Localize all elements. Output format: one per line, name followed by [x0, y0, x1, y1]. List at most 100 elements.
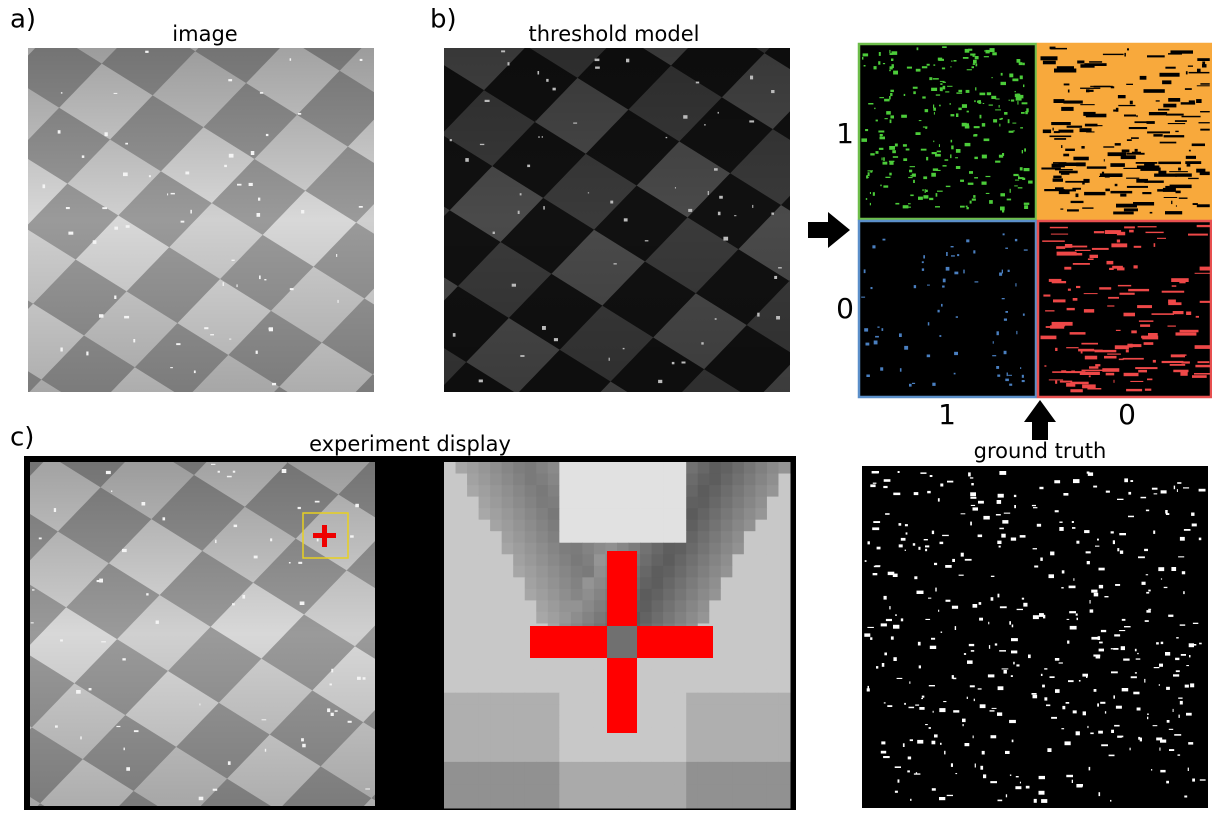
zoom-pixel [767, 543, 779, 555]
zoom-pixel [755, 577, 767, 589]
speck [1066, 702, 1070, 704]
zoom-pixel [721, 750, 733, 762]
zoom-pixel [559, 727, 571, 739]
speck [1180, 701, 1183, 705]
speck [1169, 171, 1188, 172]
zoom-pixel [536, 773, 548, 785]
zoom-pixel [652, 485, 664, 497]
zoom-pixel [640, 589, 652, 601]
speck [554, 338, 558, 341]
zoom-pixel [490, 531, 502, 543]
speck [978, 501, 984, 504]
zoom-pixel [698, 531, 710, 543]
speck [879, 52, 881, 56]
speck [1052, 371, 1075, 373]
speck [335, 710, 338, 712]
zoom-pixel [663, 577, 675, 589]
speck [927, 64, 930, 66]
zoom-pixel [663, 727, 675, 739]
zoom-pixel [548, 589, 560, 601]
zoom-pixel [582, 739, 594, 751]
zoom-pixel [479, 796, 491, 808]
speck [940, 83, 942, 85]
zoom-pixel [767, 554, 779, 566]
speck [1126, 178, 1139, 179]
zoom-pixel [444, 785, 456, 797]
speck [992, 708, 997, 709]
speck [1055, 381, 1057, 384]
speck [938, 498, 940, 501]
panel-title: experiment display [309, 432, 511, 456]
zoom-pixel [721, 623, 733, 635]
speck [1015, 786, 1021, 789]
zoom-pixel [767, 600, 779, 612]
ground-truth-image [862, 466, 1208, 808]
speck [1139, 320, 1154, 322]
zoom-pixel [502, 566, 514, 578]
zoom-pixel [778, 612, 790, 624]
speck [970, 54, 975, 56]
zoom-pixel [709, 739, 721, 751]
speck [1111, 648, 1113, 649]
speck [1021, 112, 1025, 114]
speck [910, 166, 915, 167]
speck [1191, 513, 1194, 516]
zoom-pixel [502, 670, 514, 682]
speck [1196, 99, 1202, 103]
zoom-pixel [709, 773, 721, 785]
zoom-pixel [652, 750, 664, 762]
speck [723, 237, 728, 241]
speck [872, 471, 879, 474]
zoom-pixel [559, 693, 571, 705]
speck [984, 56, 989, 57]
zoom-pixel [778, 474, 790, 486]
zoom-pixel [732, 543, 744, 555]
speck [942, 286, 945, 288]
zoom-pixel [548, 704, 560, 716]
speck [1073, 479, 1080, 483]
zoom-pixel [709, 716, 721, 728]
speck [972, 199, 976, 201]
zoom-pixel [767, 520, 779, 532]
speck [893, 71, 898, 75]
speck [479, 380, 483, 383]
speck [938, 610, 939, 612]
speck [917, 591, 924, 594]
speck [968, 183, 974, 185]
zoom-pixel [536, 681, 548, 693]
speck [878, 131, 884, 133]
zoom-pixel [467, 623, 479, 635]
speck [873, 192, 875, 196]
speck [1065, 149, 1075, 151]
speck [1074, 253, 1082, 256]
speck [1022, 178, 1025, 180]
zoom-pixel [594, 543, 606, 555]
zoom-pixel [490, 796, 502, 808]
speck [1004, 670, 1007, 674]
speck [931, 88, 937, 91]
speck [892, 51, 898, 55]
zoom-pixel [617, 497, 629, 509]
zoom-pixel [548, 716, 560, 728]
speck [718, 212, 721, 216]
speck [890, 93, 892, 96]
speck [903, 144, 907, 147]
speck [1066, 775, 1073, 777]
zoom-pixel [744, 762, 756, 774]
speck [1186, 156, 1196, 159]
speck [1028, 655, 1031, 659]
zoom-pixel [582, 727, 594, 739]
zoom-pixel [721, 589, 733, 601]
speck [1076, 614, 1078, 616]
zoom-pixel [744, 785, 756, 797]
speck [1105, 711, 1106, 713]
speck [1082, 674, 1088, 677]
zoom-pixel [571, 693, 583, 705]
zoom-pixel [479, 750, 491, 762]
zoom-pixel [548, 681, 560, 693]
speck [213, 789, 218, 791]
zoom-pixel [617, 739, 629, 751]
speck [1120, 551, 1123, 554]
zoom-pixel [640, 681, 652, 693]
speck [943, 82, 946, 83]
